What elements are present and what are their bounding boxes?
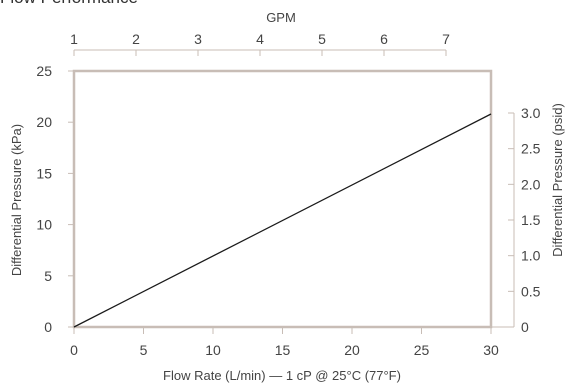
gpm-tick-label: 1 <box>70 31 78 47</box>
y-tick-label: 20 <box>36 114 52 130</box>
x-tick-label: 5 <box>140 342 148 358</box>
psid-tick-label: 2.5 <box>521 141 541 157</box>
x-tick-label: 15 <box>275 342 291 358</box>
psid-tick-label: 2.0 <box>521 176 541 192</box>
series-line-0 <box>73 113 492 328</box>
x-tick-label: 0 <box>70 342 78 358</box>
gpm-axis-label: GPM <box>266 10 296 25</box>
gpm-tick-label: 3 <box>194 31 202 47</box>
gpm-tick-label: 2 <box>132 31 140 47</box>
y-tick-label: 10 <box>36 217 52 233</box>
psid-tick-label: 3.0 <box>521 105 541 121</box>
psid-tick-label: 1.0 <box>521 248 541 264</box>
gpm-tick-label: 5 <box>318 31 326 47</box>
plot-frame <box>72 69 493 329</box>
x-tick-label: 20 <box>344 342 360 358</box>
psid-tick-label: 0.5 <box>521 283 541 299</box>
psid-tick-label: 1.5 <box>521 212 541 228</box>
x-tick-label: 10 <box>205 342 221 358</box>
psid-axis-label: Differential Pressure (psid) <box>550 103 565 257</box>
x-axis-label: Flow Rate (L/min) — 1 cP @ 25°C (77°F) <box>163 368 401 383</box>
psid-tick-label: 0 <box>521 319 529 335</box>
y-axis-label: Differential Pressure (kPa) <box>9 124 24 276</box>
x-tick-label: 30 <box>483 342 499 358</box>
x-tick-label: 25 <box>414 342 430 358</box>
gpm-tick-label: 6 <box>380 31 388 47</box>
y-tick-label: 25 <box>36 63 52 79</box>
y-tick-label: 0 <box>44 319 52 335</box>
gpm-tick-label: 4 <box>256 31 264 47</box>
y-tick-label: 15 <box>36 165 52 181</box>
chart-title: Flow Performance <box>0 0 138 8</box>
y-tick-label: 5 <box>44 268 52 284</box>
gpm-tick-label: 7 <box>442 31 450 47</box>
